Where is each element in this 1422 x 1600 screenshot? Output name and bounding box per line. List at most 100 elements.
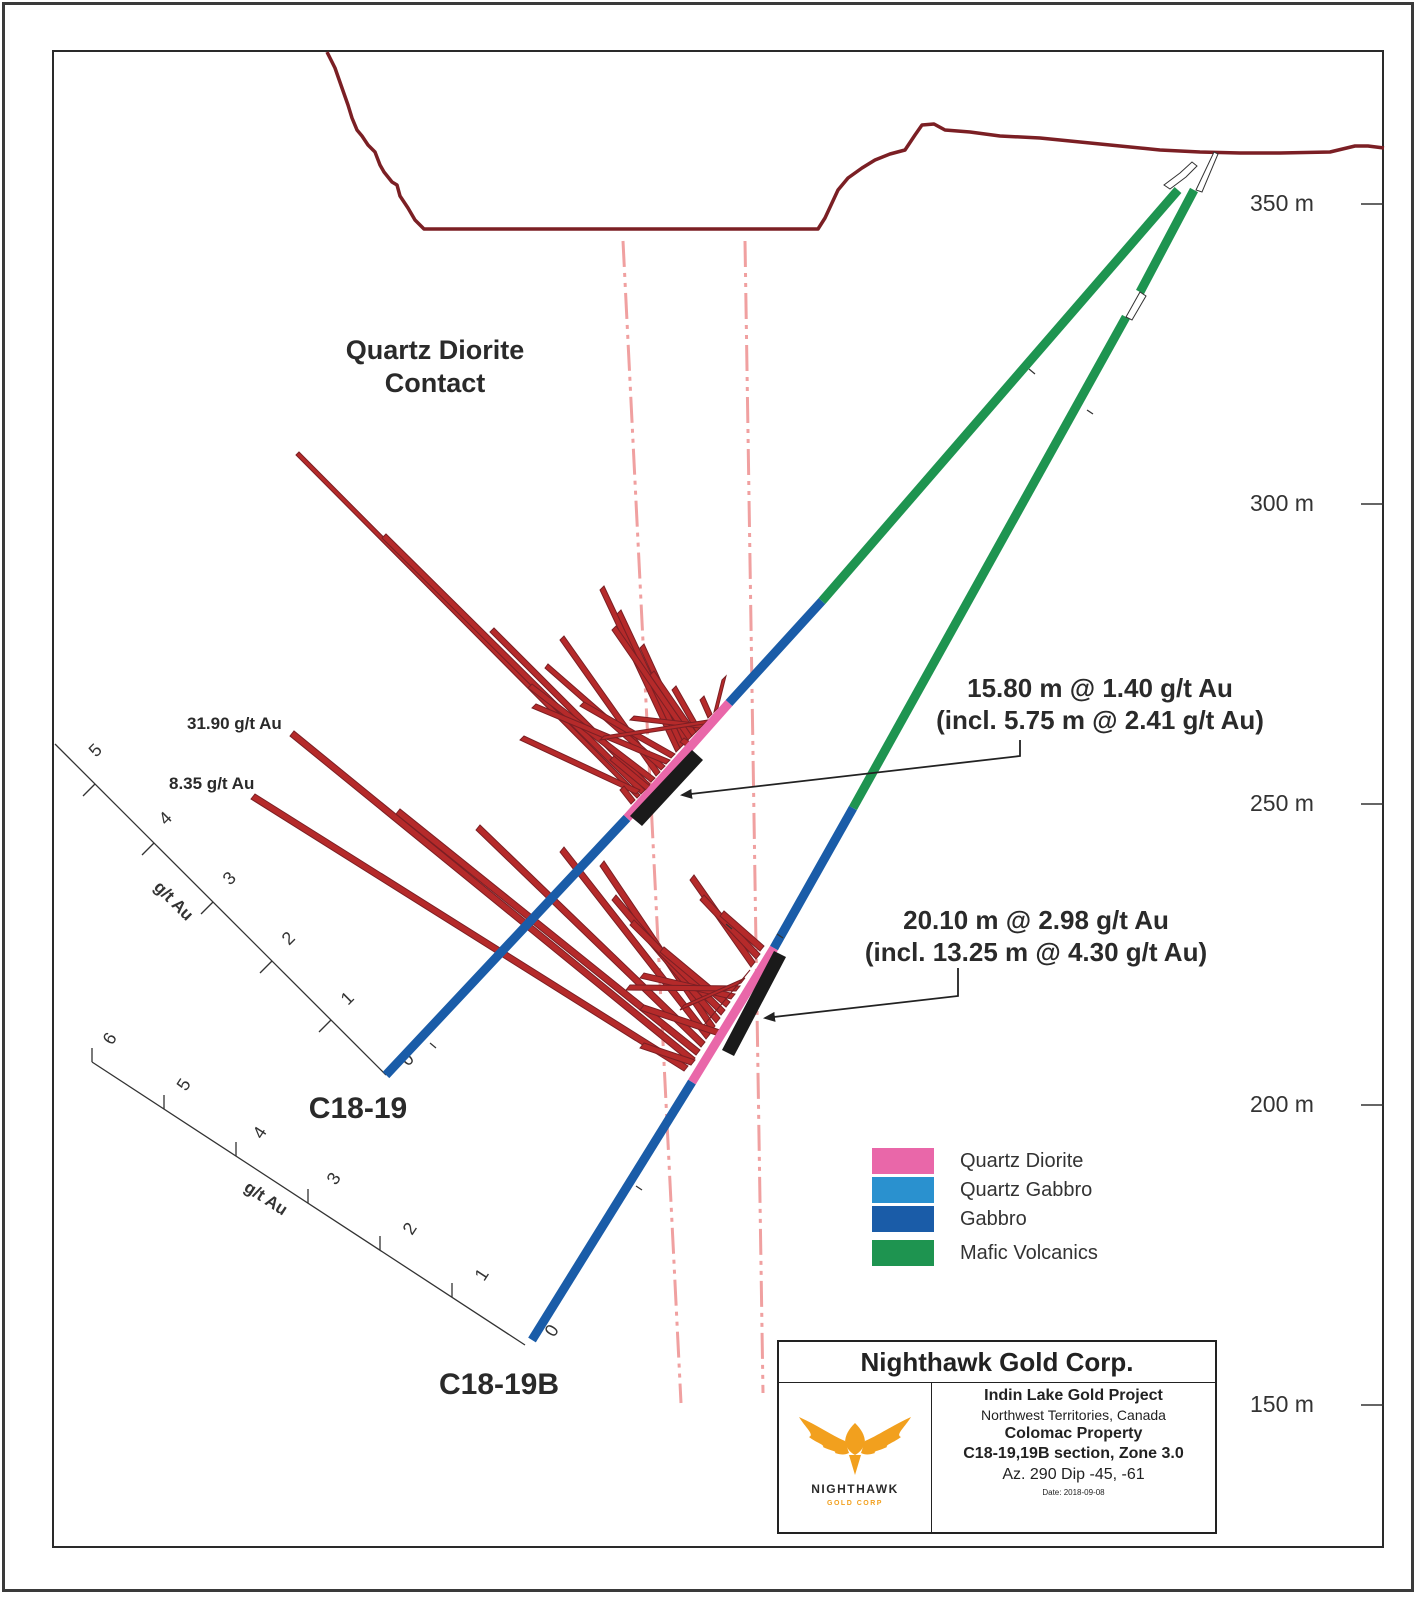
logo-cell: NIGHTHAWK GOLD CORP <box>779 1383 932 1532</box>
assay-bar <box>250 793 689 1072</box>
hole2-gabbro-upper <box>770 805 857 951</box>
depth-tick <box>635 1185 643 1191</box>
legend-swatch <box>872 1240 934 1266</box>
assay-bar <box>619 785 636 805</box>
intercept-label-1-line1: 15.80 m @ 1.40 g/t Au <box>967 673 1233 703</box>
grade-scale-1-tick-label: 3 <box>219 868 240 889</box>
elevation-label-200: 200 m <box>1250 1091 1314 1117</box>
intercept-label-1-line2: (incl. 5.75 m @ 2.41 g/t Au) <box>936 705 1264 735</box>
project-name: Indin Lake Gold Project <box>984 1387 1163 1404</box>
project-location: Northwest Territories, Canada <box>981 1407 1166 1423</box>
hole2-mafic-volcanics <box>849 314 1130 811</box>
assay-bar <box>531 703 671 765</box>
logo-tagline: GOLD CORP <box>827 1500 883 1507</box>
hole2-mafic-volcanics-upper <box>1136 187 1198 295</box>
grade-scale-1-tick-label: 4 <box>155 808 176 829</box>
title-block: Nighthawk Gold Corp. NIGHTHAWK GOLD CORP… <box>777 1340 1217 1534</box>
hole1-gabbro <box>382 814 631 1079</box>
legend-label: Mafic Volcanics <box>960 1241 1098 1264</box>
depth-tick <box>776 933 784 939</box>
legend-item-quartz-diorite: Quartz Diorite <box>872 1146 1083 1176</box>
hole2-quartz-diorite <box>688 945 778 1085</box>
depth-tick <box>725 923 733 930</box>
legend-swatch <box>872 1206 934 1232</box>
assay-bar <box>381 533 646 795</box>
legend-item-quartz-gabbro: Quartz Gabbro <box>872 1175 1092 1205</box>
assay-bar <box>699 695 713 719</box>
elevation-label-250: 250 m <box>1250 790 1314 816</box>
assay-bars-hole2 <box>250 730 765 1072</box>
hole2-collar <box>1195 151 1219 193</box>
topography-line <box>325 51 1385 231</box>
elevation-label-300: 300 m <box>1250 490 1314 516</box>
peak-grade-label-2: 8.35 g/t Au <box>169 774 254 793</box>
assay-bar <box>579 701 676 759</box>
legend-item-mafic-volcanics: Mafic Volcanics <box>872 1238 1098 1268</box>
assay-bar <box>639 1042 696 1066</box>
legend-label: Quartz Diorite <box>960 1149 1084 1172</box>
contact-line-west <box>621 240 683 1404</box>
grade-scale-2-tick-label: 4 <box>249 1123 271 1142</box>
legend-swatch <box>872 1177 934 1203</box>
section-name: C18-19,19B section, Zone 3.0 <box>963 1445 1184 1462</box>
depth-tick <box>1086 409 1094 415</box>
hole-label-c18-19: C18-19 <box>309 1092 407 1125</box>
grade-scale-2-tick-label: 5 <box>173 1075 195 1094</box>
grade-scale-2-labels: 0 1 2 3 4 5 6 g/t Au <box>99 1029 563 1340</box>
grade-scale-1-tick <box>82 783 96 797</box>
contact-label-line2: Contact <box>385 368 486 398</box>
nighthawk-logo-icon: NIGHTHAWK GOLD CORP <box>799 1417 911 1507</box>
assay-bar <box>519 735 641 795</box>
legend-label: Gabbro <box>960 1207 1027 1230</box>
hole2-trace <box>528 187 1198 1343</box>
grade-scale-1-tick <box>259 960 273 974</box>
contact-line-east <box>743 240 765 1394</box>
hole2-core-loss <box>1125 291 1147 321</box>
intercept-label-2-line1: 20.10 m @ 2.98 g/t Au <box>903 905 1169 935</box>
logo-wordmark: NIGHTHAWK <box>811 1482 899 1496</box>
azimuth-dip: Az. 290 Dip -45, -61 <box>1002 1466 1145 1483</box>
intercept-bar-hole2 <box>722 951 786 1056</box>
hole1-gabbro-upper <box>725 597 826 707</box>
hole1-collar <box>1163 161 1198 190</box>
intercept-bars <box>630 750 786 1056</box>
assay-bar <box>395 808 701 1056</box>
hole-depth-ticks <box>429 368 1094 1191</box>
grade-scale-1-tick-label: 1 <box>337 988 358 1009</box>
grade-scale-2-unit: g/t Au <box>241 1177 291 1219</box>
elevation-label-150: 150 m <box>1250 1391 1314 1417</box>
assay-bar <box>295 451 641 799</box>
callout-leader-2 <box>763 968 959 1022</box>
legend-item-gabbro: Gabbro <box>872 1204 1027 1234</box>
company-name: Nighthawk Gold Corp. <box>779 1342 1215 1383</box>
callout-leaders <box>680 740 1021 1022</box>
grade-scale-1-tick <box>141 842 155 856</box>
assay-bars-hole1 <box>295 451 727 805</box>
assay-bar <box>713 674 727 714</box>
peak-grade-label-1: 31.90 g/t Au <box>187 714 282 733</box>
hole-label-c18-19b: C18-19B <box>439 1368 559 1401</box>
depth-tick <box>1028 368 1036 375</box>
grade-scale-1 <box>54 743 387 1076</box>
grade-scale-1-axis <box>54 743 387 1076</box>
grade-scale-1-unit: g/t Au <box>150 877 197 924</box>
contact-label-line1: Quartz Diorite <box>346 335 525 365</box>
grade-scale-2-tick-label: 6 <box>99 1029 121 1048</box>
project-info: Indin Lake Gold Project Northwest Territ… <box>932 1386 1215 1500</box>
intercept-label-2-line2: (incl. 13.25 m @ 4.30 g/t Au) <box>865 937 1207 967</box>
assay-bar <box>624 984 742 992</box>
hole1-trace <box>382 187 1182 1079</box>
assay-bar <box>475 824 706 1048</box>
hole1-quartz-diorite <box>623 700 733 821</box>
grade-scale-2-axis <box>91 1061 526 1346</box>
grade-scale-1-tick-label: 2 <box>278 928 299 949</box>
depth-tick <box>429 1042 437 1049</box>
legend-swatch <box>872 1148 934 1174</box>
assay-bar <box>289 730 696 1064</box>
legend-label: Quartz Gabbro <box>960 1178 1093 1201</box>
property-name: Colomac Property <box>1004 1425 1143 1442</box>
grade-scale-2 <box>91 1048 526 1346</box>
assay-bar <box>719 910 765 952</box>
